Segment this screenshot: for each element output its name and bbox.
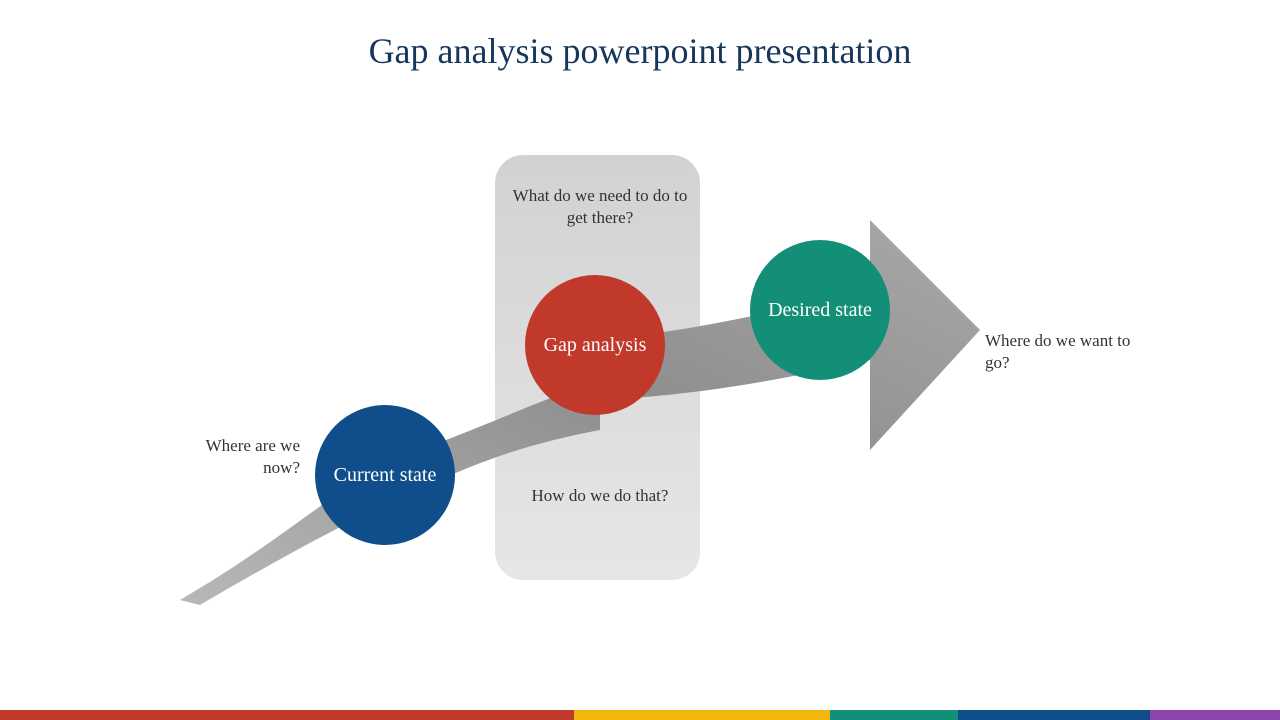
label-how-do: How do we do that?: [510, 485, 690, 507]
desired-state-circle: Desired state: [750, 240, 890, 380]
footer-seg-2: [830, 710, 958, 720]
footer-seg-1: [574, 710, 830, 720]
gap-analysis-circle: Gap analysis: [525, 275, 665, 415]
gap-analysis-label: Gap analysis: [544, 333, 647, 357]
footer-seg-0: [0, 710, 574, 720]
label-where-now: Where are we now?: [175, 435, 300, 479]
label-where-go: Where do we want to go?: [985, 330, 1155, 374]
footer-seg-4: [1150, 710, 1280, 720]
desired-state-label: Desired state: [768, 298, 872, 322]
footer-seg-3: [958, 710, 1150, 720]
current-state-label: Current state: [334, 463, 437, 487]
current-state-circle: Current state: [315, 405, 455, 545]
label-need-to-do: What do we need to do to get there?: [510, 185, 690, 229]
